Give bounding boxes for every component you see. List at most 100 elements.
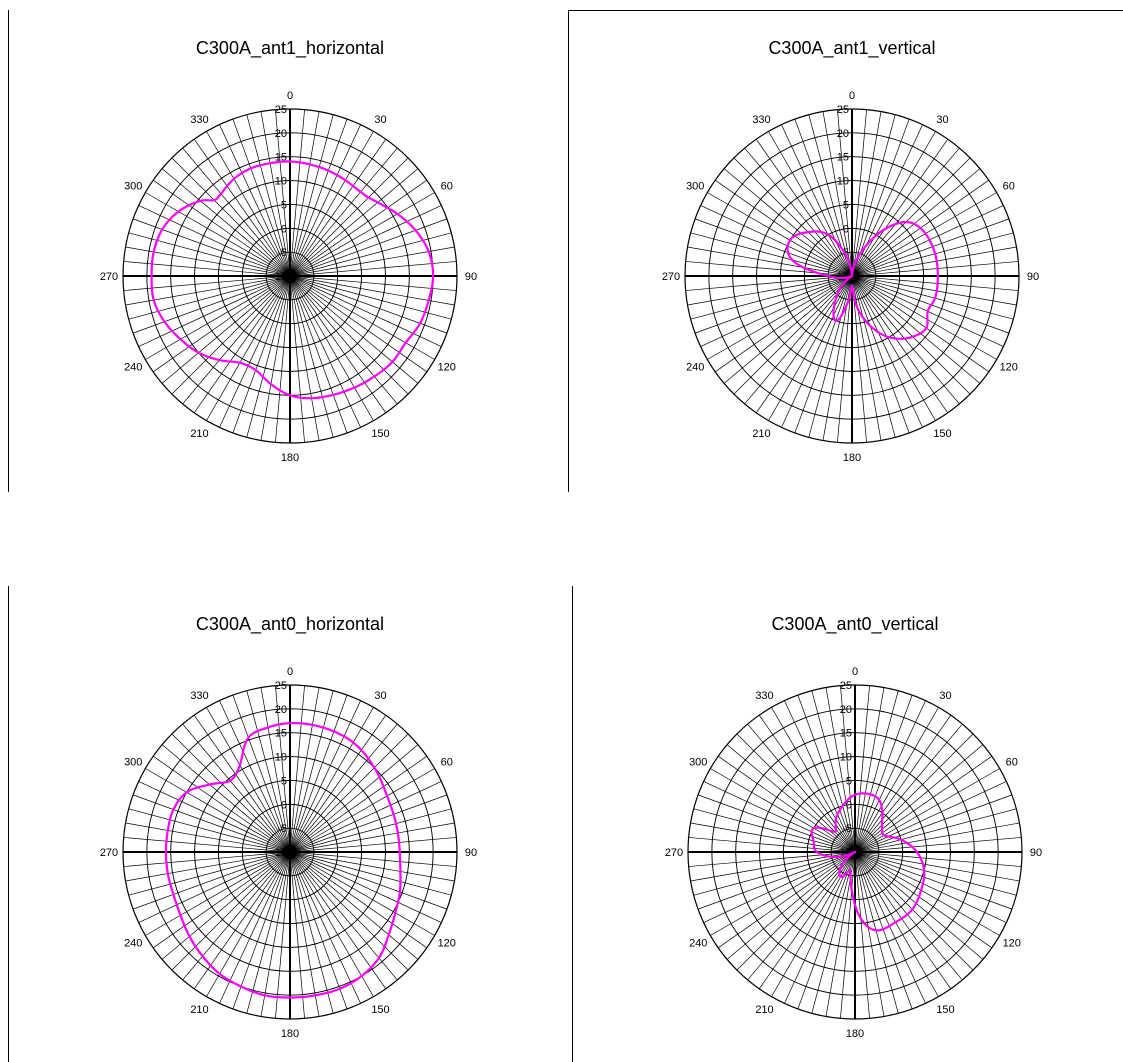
grid-tick [176,890,180,896]
grid-tick [299,204,305,207]
grid-tick [828,392,834,395]
grid-tick [400,890,404,896]
grid-tick [882,915,888,919]
grid-tick [228,953,233,957]
grid-tick [233,196,238,200]
radial-label: 25 [275,104,287,116]
grid-tick [250,413,256,416]
grid-tick [324,413,330,416]
grid-spoke [128,851,291,896]
grid-tick [990,945,994,951]
grid-tick [263,783,268,786]
grid-tick [760,740,766,745]
grid-tick [318,159,324,162]
grid-tick [966,242,969,248]
grid-tick [742,324,746,329]
grid-tick [396,799,400,804]
grid-tick [251,212,257,216]
grid-tick [346,808,351,814]
grid-tick [742,223,746,228]
grid-tick [185,909,189,914]
grid-ticks [687,684,1023,1020]
grid-spoke [145,851,291,936]
grid-spoke [145,275,291,360]
grid-tick [241,795,247,800]
grid-spoke [289,139,387,277]
grid-tick [882,785,888,789]
grid-tick [967,191,971,197]
grid-tick [379,164,385,169]
grid-tick [788,819,792,825]
grid-tick [210,795,214,800]
grid-tick [239,933,245,937]
grid-tick [723,789,727,794]
radial-label: 10 [275,752,287,764]
grid-spoke [289,275,442,347]
grid-tick [813,336,819,340]
grid-tick [915,885,919,891]
grid-tick [237,382,242,386]
grid-tick [715,886,718,892]
grid-tick [404,880,407,886]
grid-spoke [851,275,997,360]
grid-tick [752,342,756,347]
angle-label: 270 [100,847,118,859]
grid-tick [1012,230,1015,236]
grid-spoke [289,715,387,853]
grid-tick [246,962,252,966]
grid-tick [733,191,737,197]
grid-spoke [246,851,291,1014]
grid-spoke [768,131,853,277]
grid-tick [761,874,764,880]
grid-tick [944,740,950,745]
grid-spoke [138,851,291,923]
grid-tick [371,705,376,709]
grid-tick [897,357,903,361]
grid-tick [258,686,264,689]
grid-tick [909,377,914,381]
grid-tick [312,918,317,921]
grid-tick [423,224,426,230]
grid-spoke [854,851,1020,882]
grid-tick [716,322,719,328]
grid-spoke [715,275,853,373]
grid-tick [404,242,407,248]
grid-spoke [851,261,1019,277]
grid-tick [148,248,150,254]
grid-tick [226,777,231,781]
grid-spoke [182,723,291,853]
grid-spoke [289,851,419,960]
grid-tick [169,392,174,397]
grid-tick [202,809,205,815]
grid-tick [917,341,922,346]
grid-spoke [854,851,939,997]
grid-tick [148,824,150,830]
grid-tick [907,895,912,901]
grid-tick [970,767,974,773]
grid-spoke [854,851,984,960]
grid-tick [945,290,947,296]
grid-tick [988,800,991,806]
grid-tick [780,911,784,916]
grid-tick [342,772,347,776]
grid-spoke [289,851,442,923]
grid-tick [219,176,224,180]
grid-tick [131,792,135,798]
grid-ticks [684,108,1020,444]
grid-tick [418,789,422,794]
grid-tick [784,830,787,836]
grid-tick [246,162,252,166]
grid-tick [954,748,959,753]
grid-spoke [138,205,291,277]
angle-label: 30 [936,114,948,126]
grid-tick [818,390,824,393]
grid-tick [968,252,971,258]
grid-tick [355,341,360,346]
grid-tick [453,878,456,884]
grid-tick [778,150,783,154]
grid-tick [418,334,422,339]
grid-tick [219,372,224,376]
grid-tick [933,129,938,133]
grid-tick [824,134,830,136]
grid-tick [400,232,404,238]
